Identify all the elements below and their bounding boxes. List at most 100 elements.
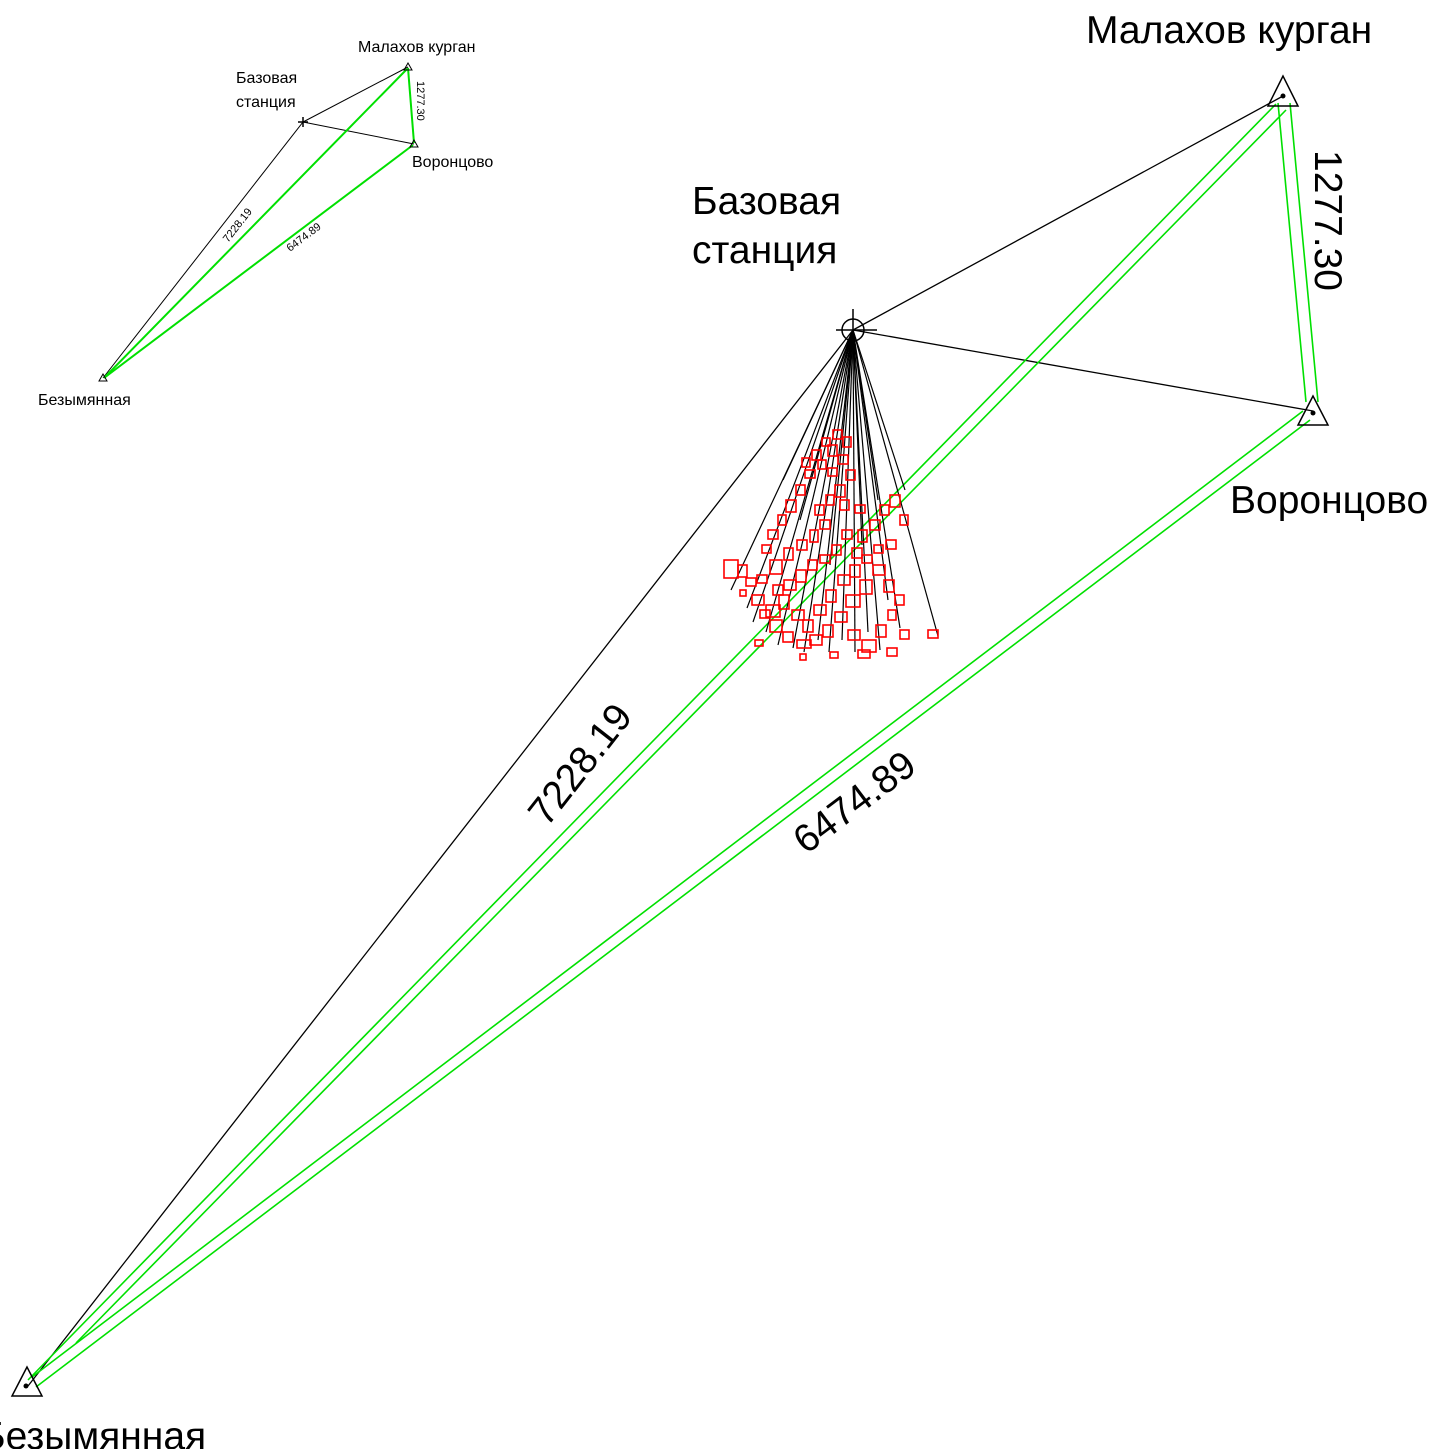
building-footprint: [772, 584, 784, 596]
building-footprint: [813, 604, 827, 616]
building-footprint: [809, 529, 819, 543]
building-footprint: [839, 499, 850, 511]
ov-baseline-malakhov-bezym: [104, 68, 408, 378]
ov-distance-malakhov-vorontsovo: 1277.30: [414, 81, 426, 121]
station-label-malakhov: Малахов курган: [1086, 9, 1372, 52]
ov-baseline-malakhov-vorontsovo: [407, 67, 415, 144]
building-footprint: [849, 564, 861, 578]
station-label-vorontsovo: Воронцово: [1230, 479, 1428, 522]
building-footprint: [861, 554, 873, 564]
ray: [852, 329, 863, 546]
ray: [852, 329, 906, 491]
base-lines: [27, 95, 1314, 1387]
building-footprint: [889, 494, 901, 508]
overview-scheme: Малахов курган Базовая станция Воронцово…: [38, 39, 493, 409]
station-malakhov-marker: [1266, 74, 1300, 107]
building-footprint: [761, 544, 772, 554]
building-footprint: [847, 629, 861, 641]
building-footprint: [796, 639, 812, 649]
triangle-marker-icon: [1296, 394, 1330, 426]
building-footprint: [822, 624, 834, 638]
building-footprint: [807, 559, 818, 571]
baseline-vorontsovo-bezym-a: [31, 410, 1304, 1378]
ov-label-malakhov: Малахов курган: [358, 39, 475, 56]
ray: [799, 329, 854, 521]
baseline-malakhov-vorontsovo-b: [1289, 102, 1319, 403]
building-footprint: [801, 457, 811, 468]
ray: [841, 329, 854, 641]
building-footprint: [873, 544, 884, 554]
building-footprint: [795, 484, 806, 496]
building-footprint: [799, 653, 807, 661]
building-footprint: [778, 594, 790, 610]
building-footprint: [783, 547, 794, 561]
building-footprint: [795, 569, 807, 583]
building-footprint: [886, 647, 898, 657]
line-base-vorontsovo: [852, 329, 1314, 412]
building-footprint: [899, 514, 909, 526]
building-footprint: [857, 649, 871, 659]
building-footprint: [737, 564, 748, 578]
station-label-bezymyannaya: Безымянная: [0, 1415, 206, 1449]
triangle-marker-icon: [1266, 74, 1300, 107]
building-footprint: [756, 574, 768, 584]
building-footprint: [769, 619, 783, 633]
building-footprint: [765, 604, 781, 618]
triangle-marker-icon: [10, 1365, 44, 1397]
building-footprint: [796, 539, 808, 551]
point-dot-icon: [23, 1383, 29, 1389]
baseline-malakhov-bezym-a: [27, 103, 1277, 1381]
ov-line-base-vorontsovo: [302, 121, 415, 145]
building-footprint: [825, 589, 837, 603]
building-footprint: [831, 544, 842, 556]
buildings-cluster: [723, 429, 939, 661]
building-footprint: [819, 554, 831, 564]
station-label-base-1: Базовая: [692, 180, 841, 223]
station-bezymyannaya-marker: [10, 1365, 44, 1397]
building-footprint: [817, 459, 827, 470]
line-base-bezymyannaya: [27, 329, 854, 1387]
ov-line-base-bezym: [102, 121, 304, 379]
building-footprint: [837, 574, 851, 586]
building-footprint: [837, 454, 849, 465]
building-footprint: [804, 469, 816, 479]
ray: [828, 329, 854, 653]
ov-label-base-2: станция: [236, 94, 296, 111]
building-footprint: [791, 609, 805, 621]
ov-label-bezymyannaya: Безымянная: [38, 392, 131, 409]
building-footprint: [894, 594, 905, 606]
building-footprint: [745, 577, 757, 587]
building-footprint: [759, 609, 771, 619]
building-footprint: [927, 629, 939, 639]
building-footprint: [825, 494, 835, 506]
building-footprint: [767, 529, 779, 540]
building-footprint: [841, 529, 853, 540]
building-footprint: [883, 579, 895, 593]
distance-label-malakhov-vorontsovo: 1277.30: [1306, 150, 1349, 291]
ov-triangle-icon: [98, 372, 108, 382]
building-footprint: [783, 579, 797, 591]
building-footprint: [723, 559, 739, 579]
ov-base-marker-icon: [298, 117, 308, 127]
building-footprint: [885, 539, 897, 550]
building-footprint: [819, 519, 831, 530]
station-vorontsovo-marker: [1296, 394, 1330, 426]
main-scheme: Малахов курган Базовая станция Воронцово…: [0, 9, 1428, 1449]
building-footprint: [887, 609, 897, 621]
building-footprint: [834, 611, 848, 623]
ray: [852, 329, 879, 501]
building-footprint: [827, 467, 838, 477]
building-footprint: [821, 437, 831, 447]
ray: [852, 329, 856, 653]
ray: [782, 329, 854, 481]
baseline-malakhov-vorontsovo-a: [1277, 102, 1307, 403]
building-footprint: [751, 594, 765, 606]
building-footprint: [834, 484, 846, 498]
building-footprint: [875, 624, 887, 638]
ov-label-vorontsovo: Воронцово: [412, 154, 493, 171]
building-footprint: [802, 619, 814, 633]
building-footprint: [854, 504, 866, 514]
ray: [792, 329, 854, 649]
building-footprint: [851, 547, 863, 559]
